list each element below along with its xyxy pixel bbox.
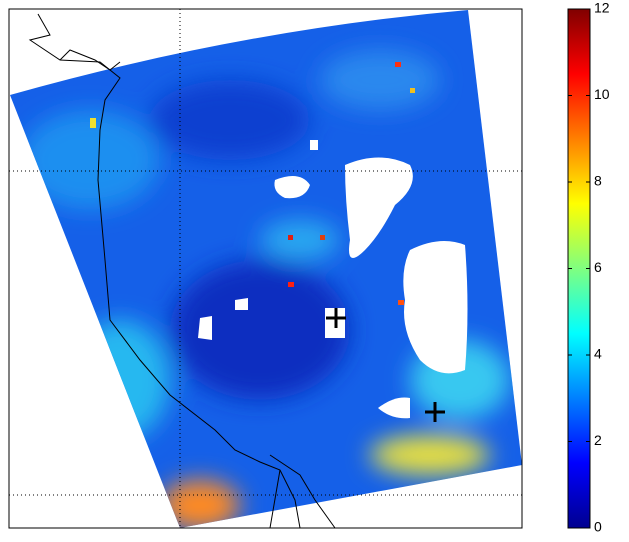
colorbar-tick-label: 2 xyxy=(594,432,602,448)
colorbar-tick-label: 0 xyxy=(594,519,602,535)
colorbar-tick-label: 8 xyxy=(594,173,602,189)
figure: 0 2 4 6 8 10 12 xyxy=(0,0,629,542)
colorbar-tick-label: 4 xyxy=(594,346,602,362)
colorbar-tick-label: 6 xyxy=(594,259,602,275)
colorbar-tick-label: 12 xyxy=(594,0,610,16)
colorbar-tick-label: 10 xyxy=(594,86,610,102)
